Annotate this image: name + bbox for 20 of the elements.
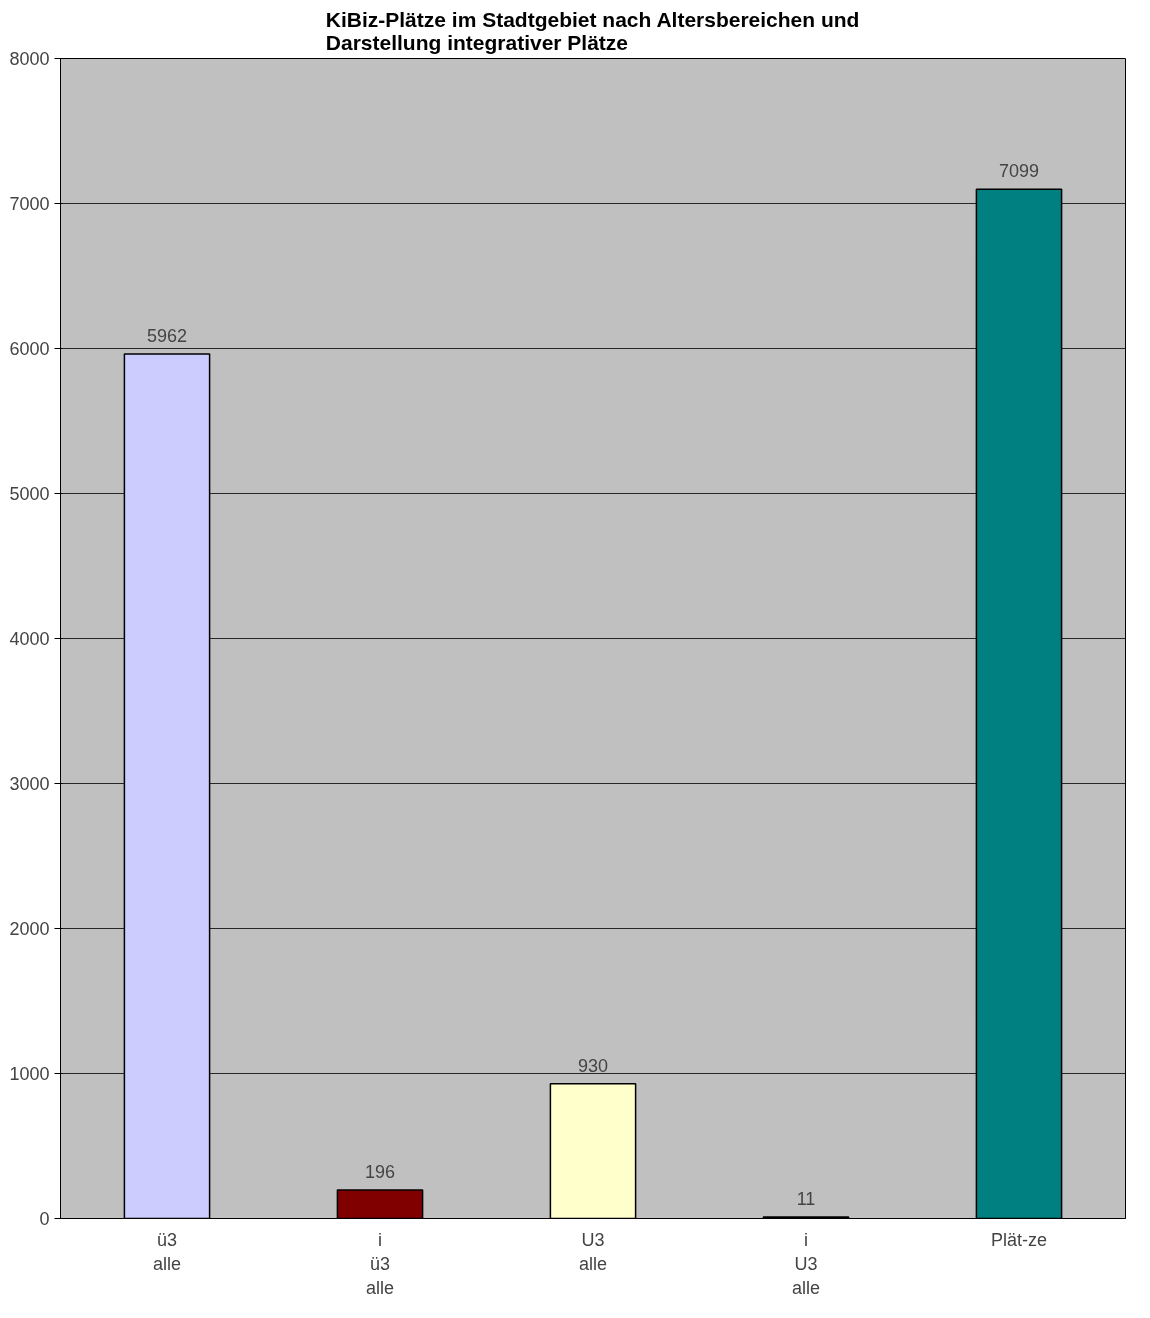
y-tick-label: 6000 bbox=[9, 339, 50, 359]
y-tick-label: 8000 bbox=[9, 49, 50, 69]
x-tick-label: Plät-ze bbox=[990, 1229, 1048, 1250]
y-tick-label: 1000 bbox=[9, 1064, 50, 1084]
y-tick-label: 4000 bbox=[9, 629, 50, 649]
data-label: 7099 bbox=[998, 161, 1040, 182]
data-label: 11 bbox=[796, 1188, 816, 1209]
x-tick-label: i ü3 alle bbox=[365, 1229, 395, 1298]
chart-title: KiBiz-Plätze im Stadtgebiet nach Altersbereichen und Darstellung integrativer Plätze bbox=[325, 7, 860, 54]
x-tick-label: i U3 alle bbox=[791, 1229, 821, 1298]
data-label: 5962 bbox=[146, 326, 188, 347]
x-tick-label: U3 alle bbox=[578, 1229, 608, 1274]
y-tick-label: 3000 bbox=[9, 774, 50, 794]
y-tick-label: 7000 bbox=[9, 194, 50, 214]
x-tick-label: ü3 alle bbox=[152, 1229, 182, 1274]
data-label: 196 bbox=[364, 1162, 396, 1183]
y-tick-label: 5000 bbox=[9, 484, 50, 504]
y-tick-label: 0 bbox=[39, 1209, 50, 1229]
data-label: 930 bbox=[577, 1055, 609, 1076]
y-tick-label: 2000 bbox=[9, 919, 50, 939]
